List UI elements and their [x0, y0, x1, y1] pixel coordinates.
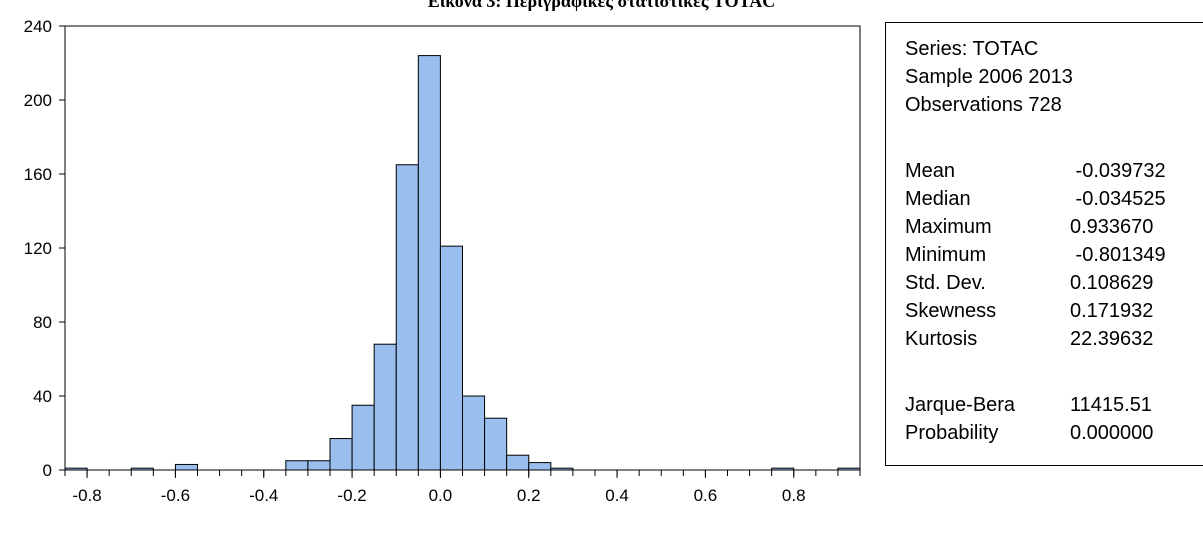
chart-axes: 0 40 80 120 160 200 240 -0.8 -0.6 -0.4 -0.2 0.0 0.2 0…: [24, 17, 861, 505]
stat-label-jarque-bera: Jarque-Bera: [905, 394, 1016, 416]
x-tick-label: -0.4: [249, 486, 278, 505]
stat-label-minimum: Minimum: [905, 244, 987, 266]
stat-label-median: Median: [905, 188, 971, 210]
statistics-panel: Series: TOTAC Sample 2006 2013 Observati…: [885, 22, 1203, 466]
stat-value-std-dev: 0.108629: [1070, 272, 1154, 294]
histogram-bar: [462, 395, 486, 471]
x-tick-label: -0.2: [337, 486, 366, 505]
y-tick-label: 120: [24, 239, 52, 258]
histogram-bar: [484, 417, 508, 471]
y-tick-label: 160: [24, 165, 52, 184]
x-tick-label: 0.8: [782, 486, 806, 505]
histogram-bars: [64, 55, 861, 471]
stat-label-maximum: Maximum: [905, 216, 992, 238]
histogram-chart: 0 40 80 120 160 200 240 -0.8 -0.6 -0.4 -0.2 0.0 0.2 0…: [24, 17, 861, 505]
stat-label-skewness: Skewness: [905, 300, 997, 322]
observation-count: Observations 728: [905, 94, 1062, 116]
histogram-bar: [439, 245, 464, 471]
y-tick-label: 80: [33, 313, 52, 332]
x-tick-label: -0.8: [72, 486, 101, 505]
histogram-bar: [417, 55, 441, 471]
stat-label-kurtosis: Kurtosis: [905, 328, 978, 350]
x-tick-label: 0.0: [429, 486, 453, 505]
histogram-bar: [528, 462, 552, 471]
sample-range: Sample 2006 2013: [905, 66, 1073, 88]
stat-label-probability: Probability: [905, 422, 999, 444]
stat-value-median: -0.034525: [1070, 188, 1166, 210]
stat-value-skewness: 0.171932: [1070, 300, 1154, 322]
histogram-bar: [351, 404, 375, 471]
x-tick-label: 0.4: [605, 486, 629, 505]
histogram-bar: [373, 343, 397, 471]
x-tick-label: 0.2: [517, 486, 541, 505]
histogram-bar: [307, 460, 331, 471]
stat-value-mean: -0.039732: [1070, 160, 1166, 182]
y-tick-label: 0: [43, 461, 52, 480]
page-title: Εικόνα 3: Περιγραφικές στατιστικές TOTAC: [427, 0, 776, 11]
x-tick-label: 0.6: [694, 486, 718, 505]
stat-value-jarque-bera: 11415.51: [1070, 394, 1152, 416]
stat-label-mean: Mean: [905, 160, 956, 182]
histogram-bar: [174, 463, 198, 471]
series-name: Series: TOTAC: [905, 38, 1039, 60]
y-tick-label: 240: [24, 17, 52, 36]
histogram-bar: [329, 438, 353, 471]
y-tick-label: 40: [33, 387, 52, 406]
stat-value-minimum: -0.801349: [1070, 244, 1166, 266]
x-tick-label: -0.6: [161, 486, 190, 505]
y-tick-label: 200: [24, 91, 52, 110]
stat-label-std-dev: Std. Dev.: [905, 272, 986, 294]
histogram-bar: [395, 164, 419, 471]
stat-value-probability: 0.000000: [1070, 422, 1154, 444]
histogram-bar: [285, 460, 309, 471]
stat-value-kurtosis: 22.39632: [1070, 328, 1154, 350]
stat-value-maximum: 0.933670: [1070, 216, 1154, 238]
histogram-bar: [506, 454, 530, 471]
